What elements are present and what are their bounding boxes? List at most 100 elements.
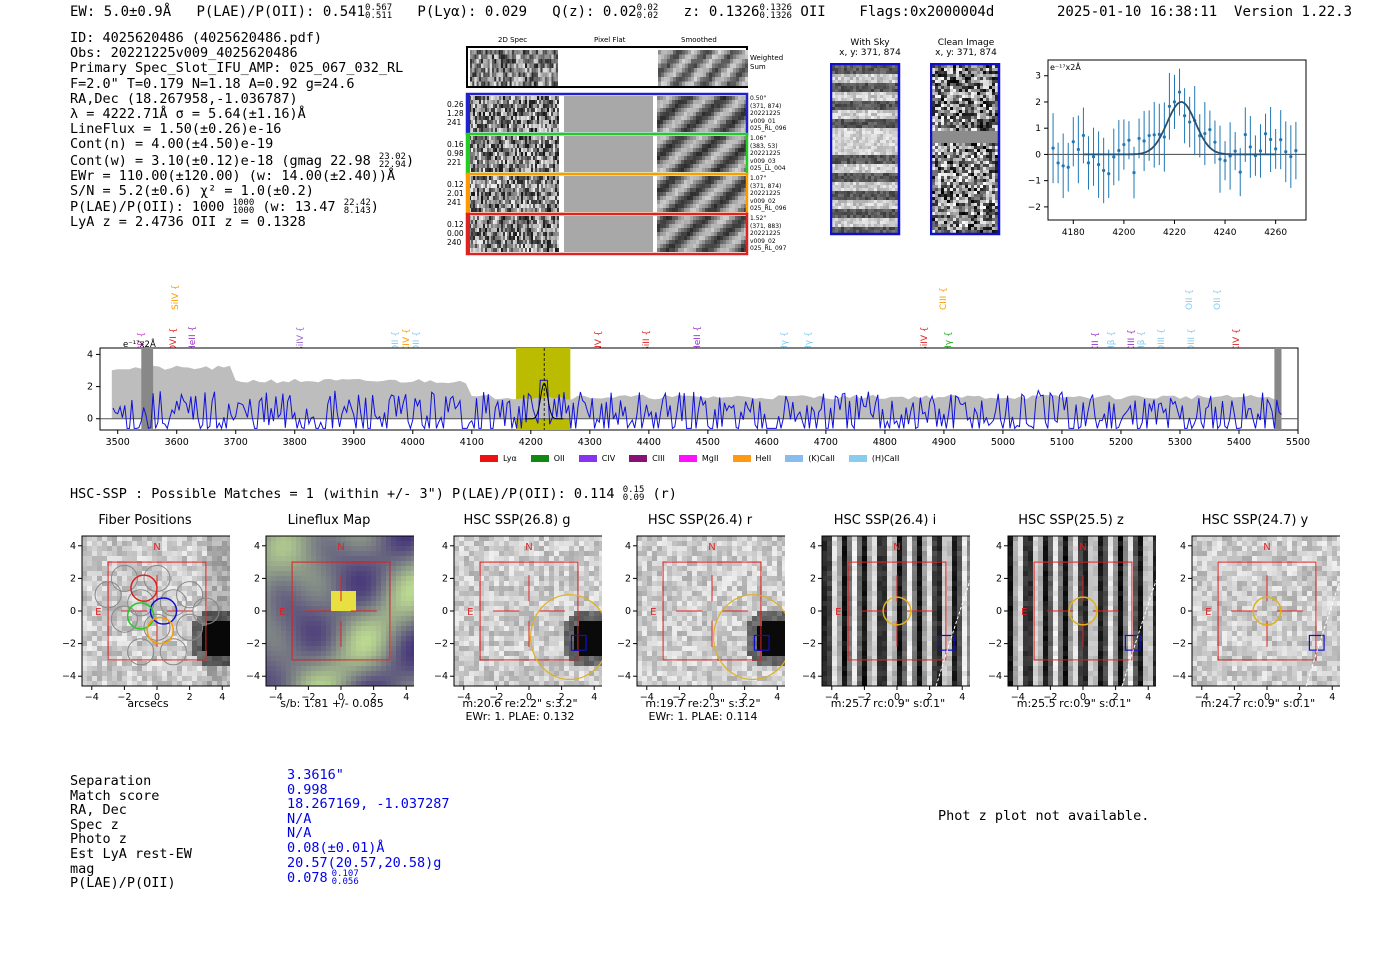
- cutout-ytick: 4: [1180, 541, 1186, 552]
- spec2d-row: [465, 132, 749, 176]
- cutout-ytick: −4: [62, 671, 76, 682]
- match-label: Separation: [70, 773, 152, 789]
- fit-ytick: 3: [1035, 72, 1041, 82]
- cutout-title: HSC SSP(26.4) i: [833, 513, 937, 528]
- cutout-xtick: 0: [1264, 692, 1270, 700]
- lyaz-line: LyA z = 2.4736 OII z = 0.1328: [70, 214, 306, 231]
- plya-value: P(Lyα): 0.029: [417, 4, 527, 20]
- cutout-title: HSC SSP(26.8) g: [463, 513, 571, 528]
- match-label: Match score: [70, 787, 160, 804]
- cutout-image: N E −4 −2 0 2 4 4 2 0 −2 −4: [1172, 535, 1340, 700]
- cutout-xtick: −2: [857, 692, 871, 700]
- north-label: N: [893, 542, 900, 553]
- cutout-xtick: −4: [825, 692, 839, 700]
- east-label: E: [1205, 607, 1211, 618]
- cutout-xtick: 4: [1329, 692, 1335, 700]
- spec2d-row-values: 0.12 2.01 241: [447, 180, 464, 207]
- legend-swatch: [578, 455, 597, 462]
- north-label: N: [708, 542, 715, 553]
- spec-xtick: 5100: [1050, 437, 1074, 448]
- line-fit-plot: 4180 4200 4220 4240 4260 3 2 1 0 −1 −2 e⁻¹⁷x2Å: [1028, 59, 1307, 238]
- spec-ytick: 2: [87, 382, 93, 393]
- cutout-xtick: −4: [640, 692, 654, 700]
- search-box: [291, 561, 391, 661]
- match-labels: Separation Match score RA, Dec Spec z Photo …: [70, 774, 192, 891]
- fit-ytick: −2: [1028, 203, 1041, 213]
- cutout-ytick: 0: [70, 606, 76, 617]
- spec-xtick: 5000: [991, 437, 1015, 448]
- cutout-ytick: 2: [442, 573, 448, 584]
- cutout-ytick: −4: [1172, 671, 1186, 682]
- cutout-ytick: 4: [254, 541, 260, 552]
- match-label: RA, Dec: [70, 802, 127, 819]
- legend-item: (K)CaII: [785, 454, 835, 463]
- cutout-footer: arcsecs: [127, 697, 169, 710]
- search-box: [1033, 561, 1133, 661]
- match-value: 18.267169, -1.037287: [287, 796, 450, 813]
- legend-swatch: [785, 455, 804, 462]
- cutout-image: N E −4 −2 0 2 4 4 2 0 −2 −4: [802, 535, 970, 700]
- sn-line: S/N = 5.2(±0.6) χ² = 1.0(±0.2): [70, 183, 314, 200]
- match-value: N/A: [287, 810, 312, 827]
- east-label: E: [650, 607, 656, 618]
- spec-xtick: 4000: [401, 437, 425, 448]
- clean-image: [930, 63, 1001, 236]
- cutout-footer: s/b: 1.81 +/- 0.085: [280, 697, 384, 710]
- cutout-xtick: −4: [457, 692, 471, 700]
- cutout-xtick: 4: [403, 692, 409, 700]
- weighted-sum-label: Weighted Sum: [750, 54, 784, 71]
- fit-xtick: 4240: [1214, 228, 1237, 238]
- detection-info: ID: 4025620486 (4025620486.pdf) Obs: 202…: [70, 30, 415, 231]
- cutout-xtick: 0: [894, 692, 900, 700]
- match-label: Spec z: [70, 816, 119, 833]
- fit-xtick: 4200: [1112, 228, 1135, 238]
- cutout-ytick: 0: [254, 606, 260, 617]
- legend-item: OII: [530, 454, 565, 463]
- cutout-footer: m:25.5 rc:0.9" s:0.1": [1016, 697, 1132, 710]
- legend-swatch: [629, 455, 648, 462]
- legend-item: CIII: [629, 454, 665, 463]
- east-label: E: [835, 607, 841, 618]
- match-value: 20.57(20.57,20.58)g: [287, 854, 442, 871]
- cutout-xtick: −2: [301, 692, 315, 700]
- cutout-xtick: −4: [269, 692, 283, 700]
- match-value: 3.3616": [287, 767, 344, 783]
- cutout-ytick: 2: [625, 573, 631, 584]
- lambda-line: λ = 4222.71Å σ = 5.64(±1.16)Å: [70, 106, 306, 123]
- cutout-xtick: 4: [774, 692, 780, 700]
- north-label: N: [525, 542, 532, 553]
- fit-xtick: 4180: [1062, 228, 1085, 238]
- cutout-ytick: 2: [810, 573, 816, 584]
- cutout-ytick: 0: [996, 606, 1002, 617]
- contw-line: Cont(w) = 3.10(±0.12)e-18 (gmag 22.98 23…: [70, 151, 415, 170]
- ew-value: EW: 5.0±0.9Å: [70, 4, 172, 20]
- full-spectrum-plot: 3500 3600 3700 3800 3900 4000 4100 4200 4300 4400…: [87, 338, 1310, 448]
- spectrum-line: [112, 379, 1282, 431]
- fit-curve: [1083, 101, 1276, 156]
- legend-item: Lyα: [480, 454, 517, 463]
- version: Version 1.22.3: [1234, 4, 1353, 20]
- qz-value: Q(z): 0.02: [552, 4, 637, 20]
- cutout-title: HSC SSP(24.7) y: [1201, 513, 1309, 528]
- spec2d-row: [465, 92, 749, 136]
- cutout-ytick: −2: [617, 639, 631, 650]
- cutout-ytick: −4: [802, 671, 816, 682]
- spectrum-legend: Lyα OII CIV CIII MgII HeII (K)CaII (H)CaII: [480, 447, 913, 466]
- with-sky-title: With Sky x, y: 371, 874: [839, 38, 901, 58]
- spec-xtick: 4200: [519, 437, 543, 448]
- cutout-ytick: 4: [442, 541, 448, 552]
- cutout-xtick: 4: [959, 692, 965, 700]
- fparams-line: F=2.0" T=0.179 N=1.18 A=0.92 g=24.6: [70, 75, 355, 92]
- cutout-ytick: 0: [810, 606, 816, 617]
- radec-line: RA,Dec (18.267958,-1.036787): [70, 90, 298, 107]
- legend-item: HeII: [732, 454, 771, 463]
- cutout-image: N E −4 −2 0 2 4 4 2 0 −2 −4: [988, 535, 1156, 700]
- spec-xtick: 5200: [1109, 437, 1133, 448]
- cutout-footer-2: EWr: 1. PLAE: 0.132: [465, 710, 575, 723]
- spec-ytick: 4: [87, 349, 93, 360]
- cutout-ytick: 2: [70, 573, 76, 584]
- cutout-xtick: 4: [219, 692, 225, 700]
- cutout-xtick: 2: [1297, 692, 1303, 700]
- spec2d-row-note: 0.50" (371, 874) 20221225 v009_01 025_RL_096: [750, 95, 787, 133]
- z-value: z: 0.1326: [683, 4, 760, 20]
